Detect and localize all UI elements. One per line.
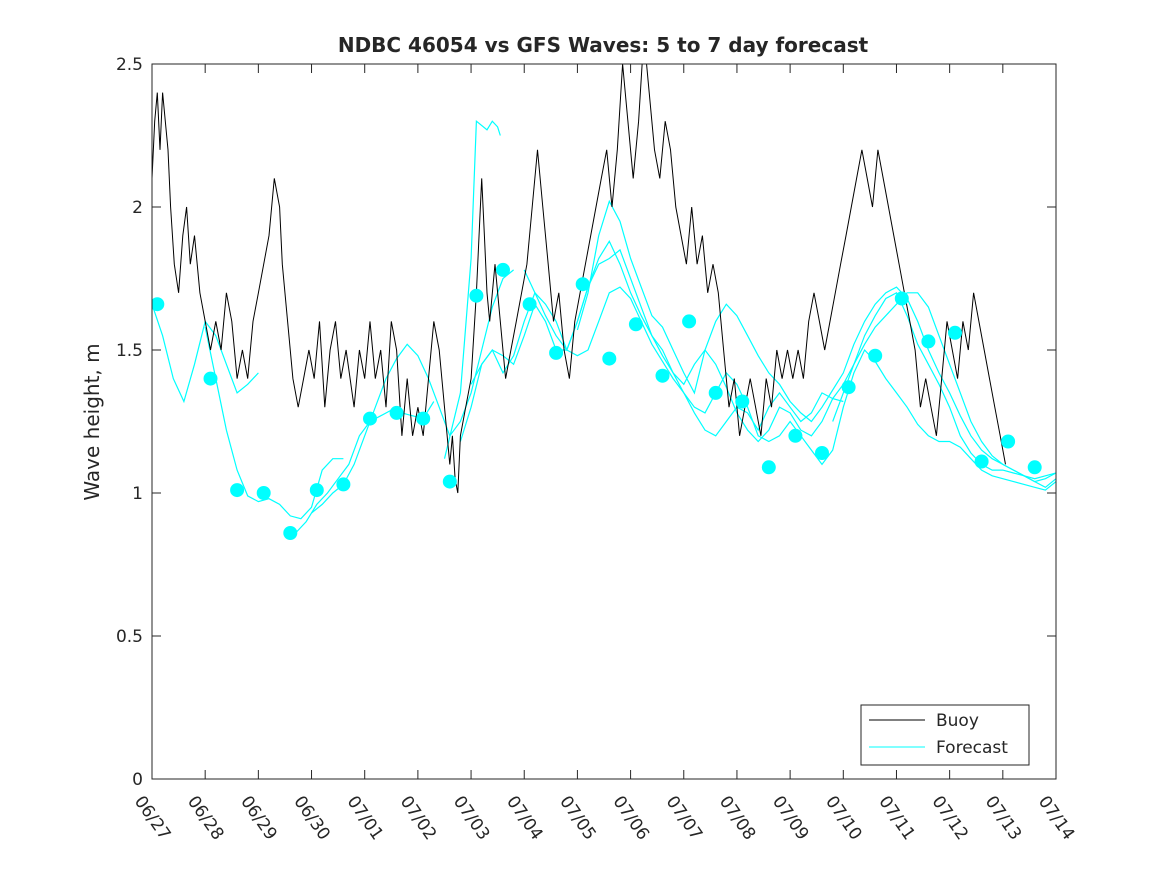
forecast-marker	[655, 368, 670, 383]
legend: Buoy Forecast	[860, 704, 1030, 766]
y-tick-label: 2	[132, 198, 143, 218]
forecast-marker	[815, 446, 829, 460]
y-tick-label: 0.5	[116, 627, 143, 647]
forecast-marker	[628, 317, 643, 332]
legend-box	[860, 704, 1030, 766]
forecast-line	[443, 119, 501, 459]
forecast-marker	[894, 291, 909, 306]
forecast-marker	[575, 277, 590, 292]
forecast-marker	[708, 385, 723, 400]
forecast-marker	[283, 526, 298, 540]
plot-area	[152, 64, 1056, 779]
forecast-marker	[602, 351, 617, 366]
forecast-line	[523, 240, 1056, 489]
forecast-marker	[841, 380, 856, 395]
forecast-marker	[309, 483, 324, 498]
forecast-marker	[496, 262, 510, 277]
forecast-marker	[735, 394, 750, 409]
forecast-marker	[363, 411, 377, 426]
forecast-marker	[469, 288, 484, 303]
chart-title: NDBC 46054 vs GFS Waves: 5 to 7 day fore…	[338, 33, 869, 57]
forecast-marker	[416, 411, 431, 426]
series-layer	[152, 64, 1056, 540]
forecast-marker	[336, 477, 351, 492]
forecast-marker	[948, 325, 962, 340]
forecast-line	[204, 326, 344, 520]
forecast-marker	[974, 454, 989, 469]
forecast-marker	[868, 348, 883, 363]
forecast-marker	[549, 345, 564, 360]
y-axis-label: Wave height, m	[80, 343, 104, 500]
legend-forecast-label: Forecast	[936, 738, 1008, 758]
forecast-marker	[203, 371, 218, 386]
forecast-marker	[152, 297, 165, 312]
forecast-marker	[230, 483, 245, 498]
y-tick-label: 2.5	[116, 55, 143, 75]
forecast-marker	[389, 405, 404, 420]
forecast-marker	[921, 334, 936, 349]
forecast-line	[284, 401, 435, 534]
plot-frame	[151, 63, 1057, 780]
y-axis-ticks: 0 0.5 1 1.5 2 2.5	[116, 55, 1056, 790]
forecast-marker	[1001, 434, 1016, 449]
forecast-marker	[256, 486, 271, 500]
forecast-marker	[442, 474, 457, 489]
y-tick-label: 1.5	[116, 341, 143, 361]
forecast-marker	[522, 297, 537, 312]
y-tick-label: 1	[132, 484, 143, 504]
forecast-marker	[1027, 460, 1042, 475]
buoy-line	[152, 64, 1006, 494]
forecast-marker	[682, 314, 697, 329]
forecast-line	[459, 286, 1056, 491]
forecast-marker	[788, 428, 803, 443]
legend-buoy-label: Buoy	[936, 711, 979, 731]
forecast-marker	[761, 460, 776, 475]
y-tick-label: 0	[132, 770, 143, 790]
forecast-line	[576, 199, 1056, 483]
